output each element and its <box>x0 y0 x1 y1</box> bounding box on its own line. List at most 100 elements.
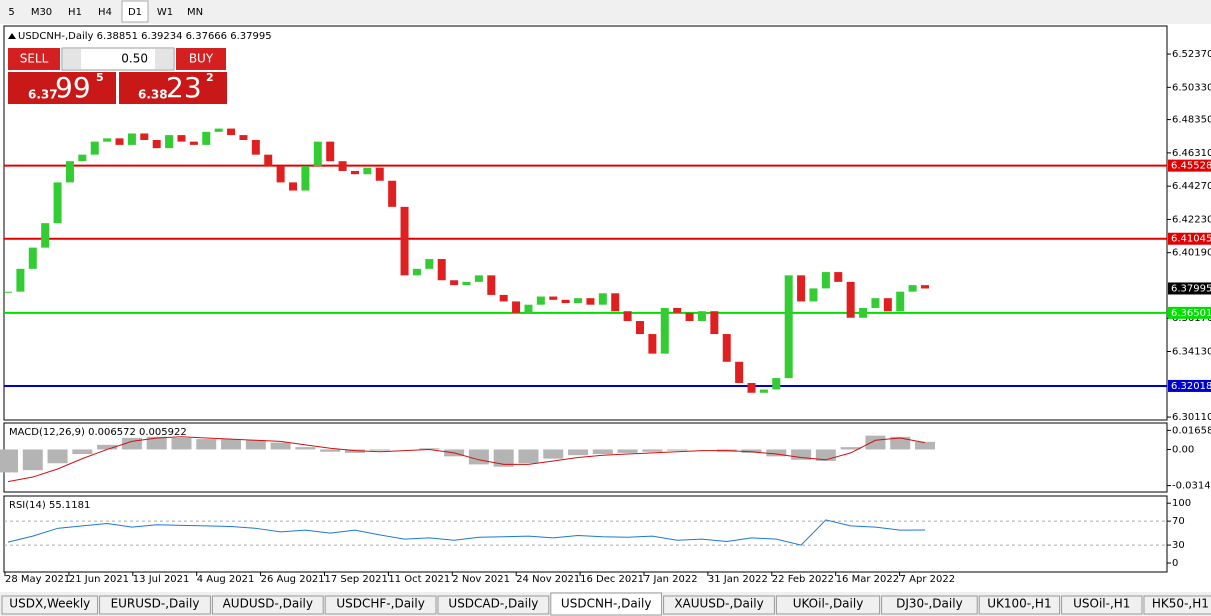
tab-label: DJ30-,Daily <box>896 597 963 611</box>
sell-button[interactable] <box>8 48 60 70</box>
current-tag <box>1168 282 1211 295</box>
macd-bar <box>791 449 812 460</box>
timeframe-button[interactable]: W1 <box>157 7 173 18</box>
rsi-label: RSI(14) 55.1181 <box>9 500 90 511</box>
tab[interactable] <box>881 595 978 615</box>
price-label: 6.30110 <box>1172 412 1211 423</box>
macd-bar <box>865 435 886 450</box>
price-label: 6.42230 <box>1172 214 1211 225</box>
candle <box>115 138 124 145</box>
candle <box>611 293 620 312</box>
candle <box>784 275 793 379</box>
candle <box>697 311 706 322</box>
tab[interactable] <box>211 595 324 615</box>
date-label: 13 Jul 2021 <box>133 574 190 585</box>
buy-label: BUY <box>189 52 214 66</box>
candle <box>350 170 359 175</box>
tab[interactable] <box>663 595 775 615</box>
date-label: 2 Nov 2021 <box>452 574 510 585</box>
date-label: 4 Aug 2021 <box>197 574 255 585</box>
tab[interactable] <box>1061 595 1143 615</box>
date-label: 7 Apr 2022 <box>900 574 955 585</box>
candle <box>152 139 161 149</box>
date-label: 26 Aug 2021 <box>261 574 325 585</box>
candle <box>809 288 818 302</box>
macd-bar <box>915 441 935 450</box>
candle <box>78 154 87 162</box>
rsi-tick: 100 <box>1172 498 1191 509</box>
sell-big: 6.37 <box>28 88 58 102</box>
candle <box>586 298 595 305</box>
lot-up[interactable] <box>155 49 173 69</box>
candle <box>375 167 384 181</box>
macd-bar <box>592 449 613 455</box>
macd-bar <box>840 447 861 450</box>
tab[interactable] <box>775 595 881 615</box>
price-label: 6.44270 <box>1172 181 1211 192</box>
macd-bar <box>270 442 291 450</box>
candle <box>437 259 446 281</box>
tab-label: EURUSD-,Daily <box>111 597 200 611</box>
candle <box>747 382 756 393</box>
candle <box>301 166 310 191</box>
tab[interactable] <box>550 592 663 616</box>
lot-input[interactable] <box>61 47 175 71</box>
sell-price-box[interactable] <box>8 72 116 104</box>
candle <box>623 311 632 322</box>
timeframe-button[interactable]: H1 <box>68 7 82 18</box>
candle <box>276 166 285 183</box>
date-label: 22 Feb 2022 <box>772 574 834 585</box>
tab-label: USOil-,H1 <box>1073 597 1130 611</box>
candle <box>264 154 273 167</box>
candle <box>202 131 211 145</box>
macd-bar <box>617 449 638 453</box>
candle <box>673 307 682 313</box>
candle <box>722 334 731 362</box>
tab[interactable] <box>99 595 211 615</box>
tab[interactable] <box>1 595 99 615</box>
macd-bar <box>320 449 341 452</box>
candle <box>598 293 607 305</box>
date-label: 16 Dec 2021 <box>580 574 644 585</box>
chart-header: USDCNH-,Daily 6.38851 6.39234 6.37666 6.… <box>18 31 272 42</box>
lot-down[interactable] <box>63 49 81 69</box>
candle <box>648 334 657 354</box>
candle <box>821 272 830 289</box>
price-label: 6.52370 <box>1172 49 1211 60</box>
candle <box>4 291 12 293</box>
candle <box>759 389 768 393</box>
buy-button[interactable] <box>176 48 226 70</box>
rsi-line <box>7 519 926 546</box>
date-label: 16 Mar 2022 <box>836 574 899 585</box>
macd-bar <box>97 444 118 450</box>
candle <box>338 161 347 171</box>
macd-bar <box>121 437 142 450</box>
tab[interactable] <box>978 595 1061 615</box>
level-tag <box>1168 159 1211 172</box>
tab[interactable] <box>1143 595 1211 615</box>
candle <box>474 275 483 282</box>
sell-label: SELL <box>20 52 49 66</box>
macd-tick: 0.016586 <box>1172 425 1211 436</box>
toolbar <box>0 0 1211 24</box>
candle <box>896 291 905 312</box>
timeframe-button[interactable]: M30 <box>31 7 52 18</box>
buy-price-box[interactable] <box>119 72 227 104</box>
buy-pips: 23 <box>166 71 202 104</box>
tab-label: AUDUSD-,Daily <box>223 597 313 611</box>
lot-value: 0.50 <box>121 52 148 66</box>
level-label: 6.41045 <box>1171 234 1211 245</box>
candle <box>227 128 236 136</box>
macd-bar <box>369 449 390 451</box>
timeframe-button[interactable]: 5 <box>8 7 14 18</box>
current-price: 6.37995 <box>1171 283 1211 294</box>
timeframe-button[interactable]: H4 <box>98 7 112 18</box>
timeframe-button[interactable]: MN <box>187 7 203 18</box>
date-label: 24 Nov 2021 <box>516 574 580 585</box>
tab[interactable] <box>324 595 437 615</box>
tab[interactable] <box>437 595 550 615</box>
timeframe-button[interactable]: D1 <box>128 7 142 18</box>
candle <box>189 141 198 145</box>
candle <box>363 167 372 175</box>
sell-pips: 99 <box>55 71 91 104</box>
